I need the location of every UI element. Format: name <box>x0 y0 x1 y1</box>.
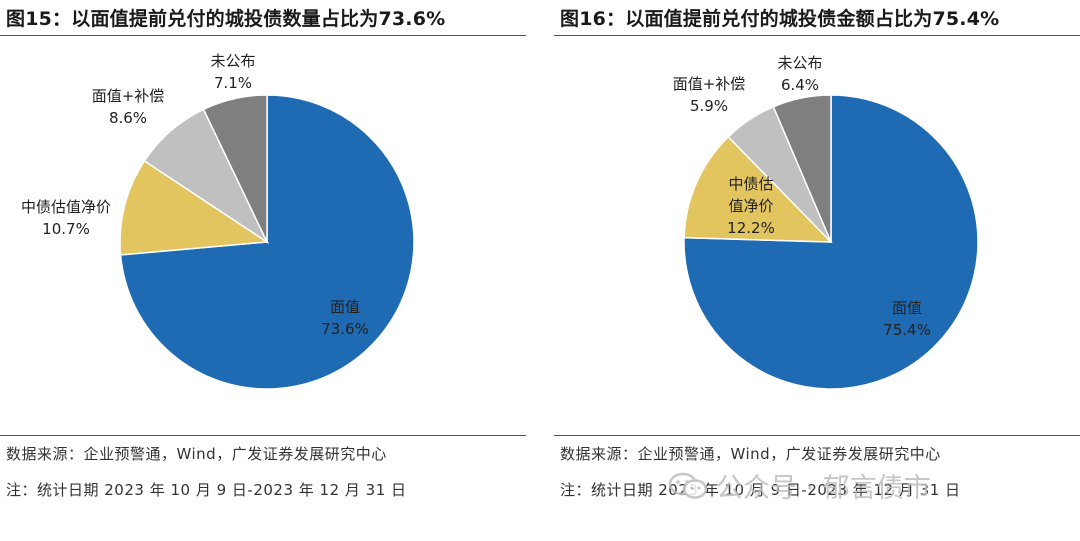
pie-slice-1 <box>119 159 270 256</box>
slice-label-1: 中债估值净价 10.7% <box>21 198 111 238</box>
figure-15-title: 图15：以面值提前兑付的城投债数量占比为73.6% <box>6 8 446 30</box>
slice-label-2: 面值+补偿 5.9% <box>673 75 746 115</box>
figure-15-source: 数据来源：企业预警通，Wind，广发证券发展研究中心 <box>6 445 387 463</box>
title-divider <box>0 35 526 36</box>
figure-15-pie-chart: 面值 73.6% 中债估值净价 10.7% 面值+补偿 8.6% 未公布 7.1% <box>21 52 415 390</box>
source-divider <box>554 435 1080 436</box>
source-divider <box>0 435 526 436</box>
slice-label-3: 未公布 6.4% <box>777 54 822 94</box>
figure-15-note: 注：统计日期 2023 年 10 月 9 日-2023 年 12 月 31 日 <box>6 481 407 499</box>
watermark-text: 公众号 · 郁言债市 <box>716 473 931 504</box>
title-divider <box>554 35 1080 36</box>
slice-label-0: 面值 75.4% <box>883 299 931 339</box>
slice-label-2: 面值+补偿 8.6% <box>92 87 165 127</box>
pie-slice-1 <box>683 135 833 243</box>
wechat-icon <box>668 472 708 499</box>
figure-15-panel: 图15：以面值提前兑付的城投债数量占比为73.6% 面值 73.6% 中债估值净价 1… <box>0 0 526 541</box>
figure-16-source: 数据来源：企业预警通，Wind，广发证券发展研究中心 <box>560 445 941 463</box>
pie-slice-3 <box>202 94 268 243</box>
watermark: 公众号 · 郁言债市 <box>668 466 931 505</box>
slice-label-1: 中债估值净价 12.2% <box>727 175 775 237</box>
slice-label-3: 未公布 7.1% <box>210 52 255 92</box>
slice-label-0: 面值 73.6% <box>321 298 369 338</box>
figure-16-title: 图16：以面值提前兑付的城投债金额占比为75.4% <box>560 8 1000 30</box>
figure-16-panel: 图16：以面值提前兑付的城投债金额占比为75.4% 面值 75.4% 中债估值净价 1… <box>554 0 1080 541</box>
pie-slice-3 <box>772 94 832 243</box>
figure-16-pie-chart: 面值 75.4% 中债估值净价 12.2% 面值+补偿 5.9% 未公布 6.4% <box>673 54 979 390</box>
figure-16-note: 注：统计日期 2023 年 10 月 9 日-2023 年 12 月 31 日 <box>560 481 961 499</box>
